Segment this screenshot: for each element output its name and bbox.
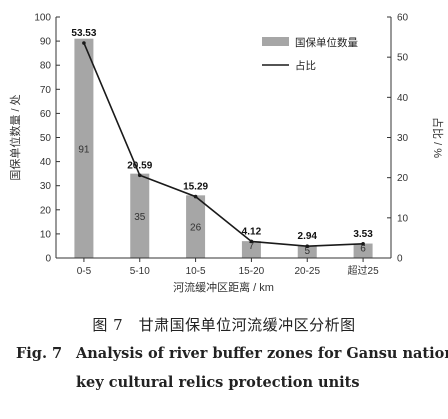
y-left-tick-label-0: 0	[45, 254, 51, 265]
bar-value-label-3: 7	[249, 241, 255, 252]
y-axis-left-title: 国保单位数量 / 处	[8, 94, 22, 180]
y-right-tick-label-1: 10	[397, 213, 409, 224]
y-left-tick-label-5: 50	[40, 133, 52, 144]
bar-3	[241, 241, 261, 258]
y-right-tick-label-4: 40	[397, 93, 409, 104]
figure-number: Fig. 7	[16, 345, 63, 362]
y-left-tick-label-9: 90	[40, 37, 52, 48]
legend-label-line: 占比	[295, 59, 316, 72]
y-left-tick-label-10: 100	[34, 13, 51, 24]
line-point-0	[82, 41, 86, 45]
x-tick-label-1: 5-10	[130, 266, 150, 277]
line-point-2	[193, 194, 198, 199]
line-value-label-4: 2.94	[298, 231, 318, 242]
figure-caption-english-line1: Fig. 7 Analysis of river buffer zones for…	[16, 345, 448, 362]
bar-value-label-2: 26	[190, 223, 202, 234]
figure-caption-english-text: Analysis of river buffer zones for Gansu…	[76, 345, 448, 362]
y-right-tick-label-6: 60	[397, 13, 409, 24]
x-tick-label-4: 20-25	[294, 266, 320, 277]
line-point-1	[137, 173, 142, 178]
y-left-tick-label-4: 40	[40, 157, 52, 168]
bar-value-label-5: 6	[360, 244, 366, 255]
y-left-tick-label-1: 10	[40, 229, 52, 240]
y-left-tick-label-6: 60	[40, 109, 52, 120]
bar-value-label-0: 91	[78, 144, 90, 155]
figure-caption-chinese: 图 7 甘肃国保单位河流缓冲区分析图	[92, 316, 356, 334]
bar-value-label-1: 35	[134, 212, 146, 223]
line-value-label-0: 53.53	[71, 28, 96, 39]
bar-4	[297, 245, 317, 258]
x-tick-label-5: 超过25	[348, 264, 380, 277]
x-tick-label-3: 15-20	[239, 266, 265, 277]
line-point-4	[305, 244, 310, 248]
bar-5	[353, 243, 373, 258]
bar-0	[74, 38, 94, 258]
y-right-tick-label-5: 50	[397, 53, 409, 64]
y-left-tick-label-7: 70	[40, 85, 52, 96]
figure-caption-english-line2: key cultural relics protection units	[76, 374, 360, 391]
x-tick-label-0: 0-5	[77, 266, 92, 277]
bar-value-label-4: 5	[304, 246, 310, 257]
y-left-tick-label-2: 20	[40, 205, 52, 216]
line-value-label-3: 4.12	[242, 226, 262, 237]
x-axis-title: 河流缓冲区距离 / km	[173, 280, 274, 294]
line-point-3	[249, 239, 254, 244]
bar-1	[130, 173, 150, 258]
line-point-5	[361, 242, 365, 246]
y-right-tick-label-2: 20	[397, 173, 409, 184]
line-value-label-2: 15.29	[183, 182, 208, 193]
y-right-tick-label-3: 30	[397, 133, 409, 144]
y-left-tick-label-8: 80	[40, 61, 52, 72]
line-value-label-5: 3.53	[353, 229, 373, 240]
legend-swatch-bar	[262, 37, 289, 46]
line-value-label-1: 20.59	[127, 160, 152, 171]
legend-label-bar: 国保单位数量	[295, 36, 358, 49]
y-axis-right-title: 占比 / %	[431, 117, 445, 158]
y-left-tick-label-3: 30	[40, 181, 52, 192]
series-line-percentage	[83, 42, 364, 247]
y-right-tick-label-0: 0	[397, 254, 403, 265]
x-tick-label-2: 10-5	[186, 266, 206, 277]
bar-2	[186, 195, 206, 258]
